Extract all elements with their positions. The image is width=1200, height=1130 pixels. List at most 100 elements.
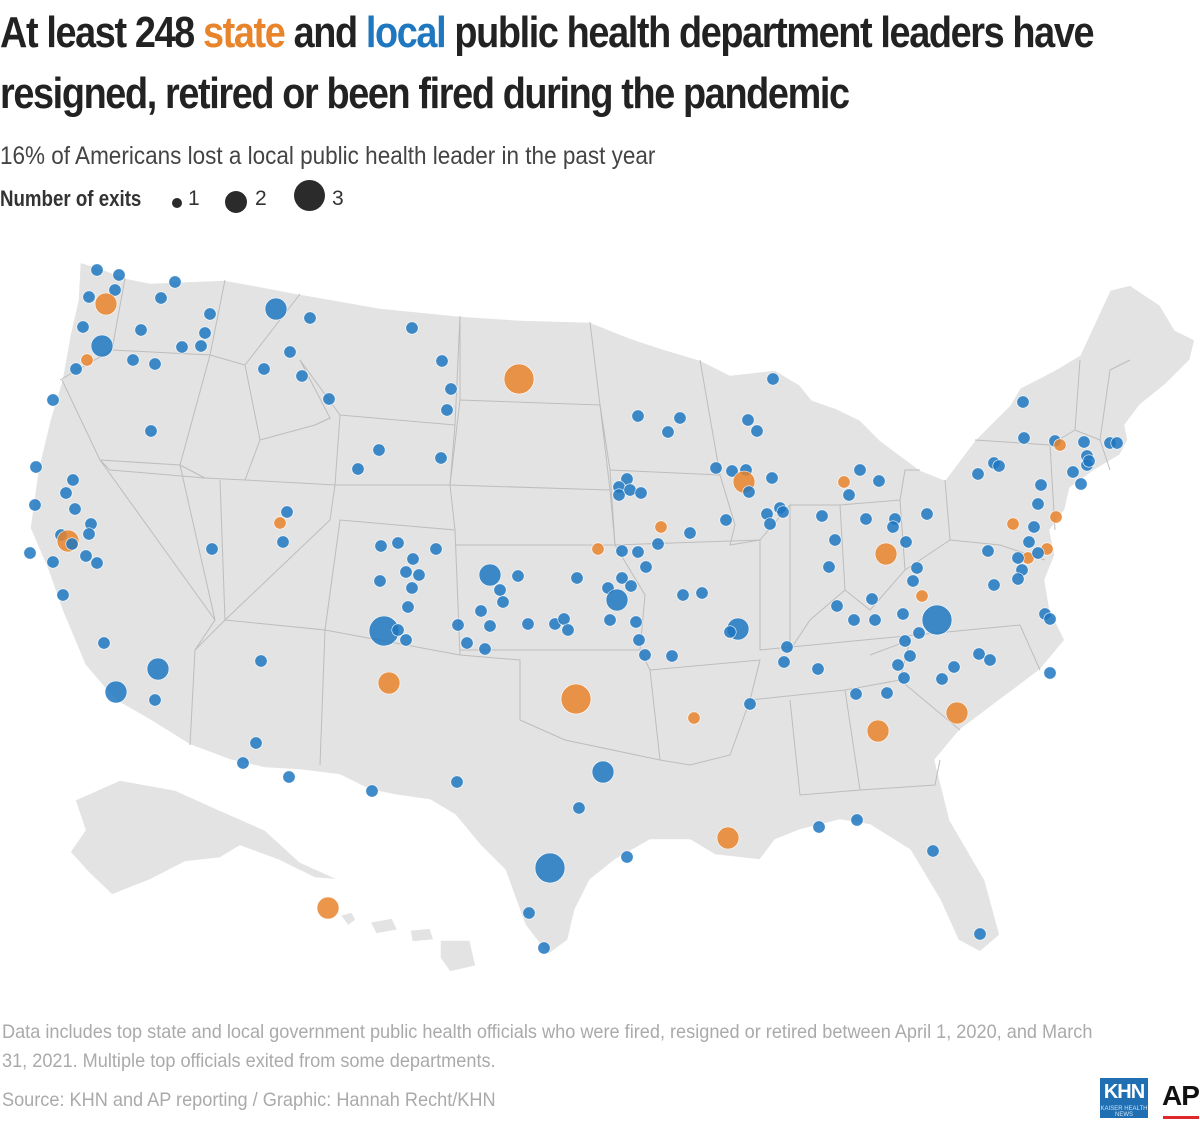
state-exit-marker [716, 826, 740, 850]
khn-logo-text: KHN [1103, 1081, 1145, 1103]
local-exit-marker [572, 801, 586, 815]
state-exit-marker [94, 292, 118, 316]
legend-value-3: 3 [332, 187, 344, 210]
ap-logo-bar [1163, 1116, 1199, 1119]
chart-subtitle: 16% of Americans lost a local public hea… [0, 142, 656, 170]
local-exit-marker [849, 687, 863, 701]
legend-dot-2 [225, 191, 247, 213]
local-exit-marker [146, 657, 170, 681]
local-exit-marker [570, 571, 584, 585]
local-exit-marker [947, 660, 961, 674]
local-exit-marker [1027, 520, 1041, 534]
local-exit-marker [148, 357, 162, 371]
local-exit-marker [65, 537, 79, 551]
local-exit-marker [1011, 551, 1025, 565]
local-exit-marker [1043, 666, 1057, 680]
local-exit-marker [90, 334, 114, 358]
local-exit-marker [1074, 477, 1088, 491]
local-exit-marker [1043, 612, 1057, 626]
local-exit-marker [859, 512, 873, 526]
local-exit-marker [776, 505, 790, 519]
local-exit-marker [591, 760, 615, 784]
chart-title: At least 248 state and local public heal… [0, 2, 1095, 124]
local-exit-marker [534, 852, 566, 884]
state-exit-marker [915, 589, 929, 603]
local-exit-marker [254, 654, 268, 668]
local-exit-marker [175, 340, 189, 354]
exit-markers [23, 263, 1124, 955]
ap-logo: AP [1162, 1080, 1200, 1111]
local-exit-marker [639, 560, 653, 574]
state-exit-marker [1049, 510, 1063, 524]
local-exit-marker [249, 736, 263, 750]
state-exit-marker [273, 516, 287, 530]
local-exit-marker [828, 533, 842, 547]
local-exit-marker [372, 443, 386, 457]
local-exit-marker [108, 283, 122, 297]
local-exit-marker [1034, 478, 1048, 492]
local-exit-marker [561, 623, 575, 637]
khn-logo: KHN KAISER HEALTH NEWS [1100, 1078, 1148, 1118]
local-exit-marker [444, 382, 458, 396]
local-exit-marker [257, 362, 271, 376]
state-exit-marker [560, 683, 592, 715]
khn-logo-subtext: KAISER HEALTH NEWS [1100, 1106, 1148, 1118]
local-exit-marker [1011, 572, 1025, 586]
size-legend: Number of exits 1 2 3 [0, 180, 400, 220]
local-exit-marker [631, 409, 645, 423]
local-exit-marker [134, 323, 148, 337]
local-exit-marker [620, 850, 634, 864]
local-exit-marker [59, 486, 73, 500]
legend-label: Number of exits [0, 186, 142, 211]
local-exit-marker [406, 552, 420, 566]
local-exit-marker [742, 485, 756, 499]
local-exit-marker [811, 662, 825, 676]
local-exit-marker [76, 320, 90, 334]
local-exit-marker [557, 612, 571, 626]
local-exit-marker [478, 563, 502, 587]
local-exit-marker [483, 619, 497, 633]
local-exit-marker [112, 268, 126, 282]
legend-dot-1 [172, 198, 182, 208]
local-exit-marker [629, 615, 643, 629]
local-exit-marker [283, 345, 297, 359]
local-exit-marker [830, 599, 844, 613]
local-exit-marker [198, 326, 212, 340]
local-exit-marker [144, 424, 158, 438]
local-exit-marker [615, 571, 629, 585]
state-exit-marker [837, 475, 851, 489]
local-exit-marker [391, 623, 405, 637]
local-exit-marker [399, 633, 413, 647]
local-exit-marker [981, 544, 995, 558]
local-exit-marker [264, 297, 288, 321]
title-state-word: state [202, 8, 286, 57]
state-exit-marker [316, 896, 340, 920]
local-exit-marker [903, 649, 917, 663]
local-exit-marker [1110, 436, 1124, 450]
state-exit-marker [377, 671, 401, 695]
local-exit-marker [780, 640, 794, 654]
local-exit-marker [82, 290, 96, 304]
title-line-2: resigned, retired or been fired during t… [0, 69, 850, 118]
local-exit-marker [68, 502, 82, 516]
local-exit-marker [440, 403, 454, 417]
local-exit-marker [451, 618, 465, 632]
local-exit-marker [435, 354, 449, 368]
state-exit-marker [874, 542, 898, 566]
local-exit-marker [623, 483, 637, 497]
local-exit-marker [474, 604, 488, 618]
local-exit-marker [1016, 395, 1030, 409]
local-exit-marker [741, 413, 755, 427]
state-exit-marker [687, 711, 701, 725]
local-exit-marker [365, 784, 379, 798]
local-exit-marker [203, 307, 217, 321]
local-exit-marker [847, 613, 861, 627]
local-exit-marker [912, 626, 926, 640]
local-exit-marker [521, 617, 535, 631]
local-exit-marker [723, 625, 737, 639]
local-exit-marker [605, 588, 629, 612]
local-exit-marker [926, 844, 940, 858]
local-exit-marker [126, 353, 140, 367]
local-exit-marker [522, 906, 536, 920]
local-exit-marker [842, 488, 856, 502]
